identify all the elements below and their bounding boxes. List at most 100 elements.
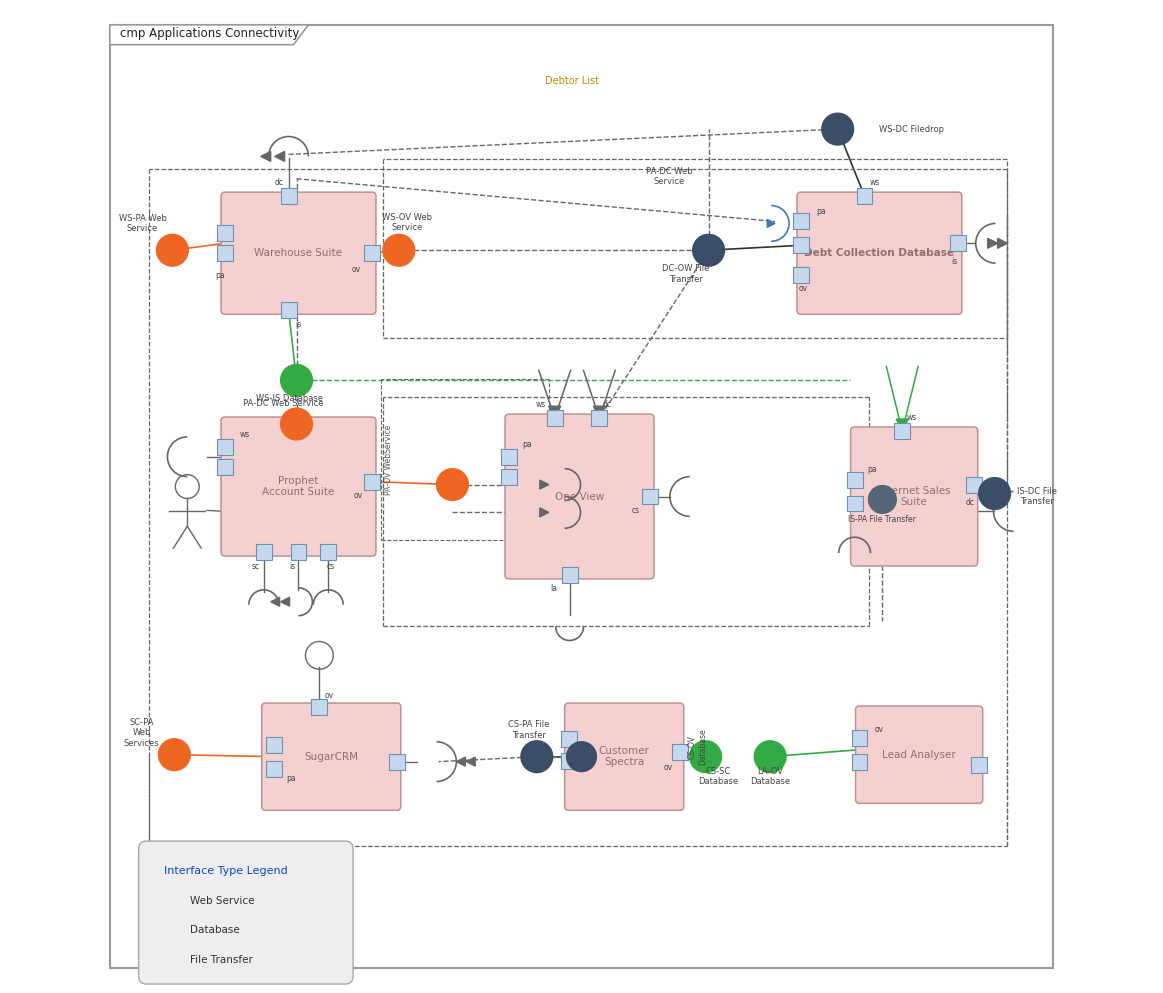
Polygon shape: [897, 419, 908, 431]
Text: is: is: [290, 561, 295, 571]
Bar: [857, 189, 872, 205]
Text: ws: ws: [536, 399, 545, 409]
Text: cs: cs: [632, 505, 640, 515]
Text: File Transfer: File Transfer: [191, 955, 254, 965]
Bar: [364, 245, 380, 261]
Text: Debtor List: Debtor List: [544, 76, 599, 86]
Text: SugarCRM: SugarCRM: [305, 752, 358, 762]
Circle shape: [158, 739, 191, 771]
Bar: [265, 761, 281, 777]
FancyBboxPatch shape: [262, 703, 401, 810]
Text: CS-PA File
Transfer: CS-PA File Transfer: [508, 720, 550, 740]
FancyBboxPatch shape: [221, 417, 376, 556]
Text: ov: ov: [351, 264, 361, 274]
Text: ws: ws: [869, 178, 879, 187]
Text: IS-DC File
Transfer: IS-DC File Transfer: [1018, 487, 1057, 506]
Bar: [217, 439, 233, 455]
Bar: [793, 237, 809, 253]
Text: ov: ov: [663, 763, 672, 773]
Circle shape: [436, 469, 469, 500]
Bar: [265, 737, 281, 753]
Text: WS-OV Web
Service: WS-OV Web Service: [381, 213, 431, 232]
Text: Debt Collection Database: Debt Collection Database: [805, 248, 955, 258]
Text: PA-OV WebService: PA-OV WebService: [384, 425, 393, 495]
Polygon shape: [456, 757, 465, 767]
FancyBboxPatch shape: [797, 193, 962, 314]
Text: Web Service: Web Service: [191, 896, 255, 906]
Text: Interface Type Legend: Interface Type Legend: [164, 866, 288, 876]
FancyBboxPatch shape: [564, 703, 684, 810]
Bar: [364, 474, 380, 490]
Text: la: la: [550, 584, 557, 594]
Text: Database: Database: [191, 925, 240, 935]
Text: CS-SC
Database: CS-SC Database: [699, 767, 739, 786]
Text: pa: pa: [287, 774, 297, 783]
Polygon shape: [261, 151, 271, 161]
Bar: [971, 757, 986, 773]
Text: dc: dc: [274, 178, 283, 187]
Text: LA-OV
Database: LA-OV Database: [750, 767, 790, 786]
Circle shape: [156, 918, 181, 943]
Polygon shape: [998, 238, 1007, 248]
Bar: [291, 544, 306, 560]
Circle shape: [156, 888, 181, 914]
Polygon shape: [593, 406, 605, 418]
Text: pa: pa: [816, 207, 826, 216]
Circle shape: [690, 741, 721, 773]
Text: Prophet
Account Suite: Prophet Account Suite: [263, 476, 335, 497]
Bar: [217, 245, 233, 261]
Text: ov: ov: [324, 690, 334, 700]
Circle shape: [979, 478, 1011, 509]
Polygon shape: [109, 25, 308, 45]
Text: SC-PA
Web
Services: SC-PA Web Services: [123, 718, 159, 748]
Bar: [217, 225, 233, 241]
Circle shape: [280, 408, 313, 440]
Text: WS-DC Filedrop: WS-DC Filedrop: [879, 124, 944, 134]
Bar: [592, 410, 607, 426]
Text: ov: ov: [798, 284, 807, 294]
Bar: [547, 410, 563, 426]
Circle shape: [280, 364, 313, 396]
Bar: [793, 213, 809, 229]
Text: ov: ov: [875, 725, 884, 735]
Text: CS-OV
Database: CS-OV Database: [688, 728, 707, 766]
Polygon shape: [466, 757, 476, 767]
Text: ov: ov: [354, 491, 363, 500]
Bar: [950, 235, 965, 251]
Bar: [320, 544, 336, 560]
Polygon shape: [987, 238, 998, 248]
Text: ws: ws: [240, 430, 250, 440]
Polygon shape: [274, 151, 285, 161]
Text: Warehouse Suite: Warehouse Suite: [255, 248, 342, 258]
Text: Internet Sales
Suite: Internet Sales Suite: [878, 486, 950, 507]
Text: pa: pa: [868, 465, 877, 475]
Bar: [217, 459, 233, 475]
Bar: [501, 449, 518, 465]
Text: WS-PA Web
Service: WS-PA Web Service: [119, 213, 166, 233]
Bar: [501, 469, 518, 485]
FancyBboxPatch shape: [221, 193, 376, 314]
Bar: [642, 489, 658, 504]
Text: Lead Analyser: Lead Analyser: [883, 750, 956, 760]
Circle shape: [521, 741, 552, 773]
Text: One View: One View: [555, 492, 604, 501]
Bar: [847, 472, 863, 488]
Circle shape: [566, 742, 597, 772]
Text: IS-PA File Transfer: IS-PA File Transfer: [849, 514, 916, 524]
Circle shape: [157, 234, 188, 266]
Bar: [672, 744, 687, 760]
Text: is: is: [950, 256, 957, 266]
Polygon shape: [540, 481, 549, 489]
Text: is: is: [295, 320, 301, 329]
Polygon shape: [280, 597, 290, 606]
Bar: [894, 423, 911, 439]
Bar: [562, 567, 578, 583]
Circle shape: [869, 486, 897, 513]
Bar: [280, 189, 297, 205]
Bar: [256, 544, 272, 560]
FancyBboxPatch shape: [138, 841, 354, 984]
FancyBboxPatch shape: [850, 427, 978, 566]
Polygon shape: [540, 508, 549, 516]
Polygon shape: [549, 406, 561, 418]
Text: WS-IS Database: WS-IS Database: [256, 393, 323, 403]
